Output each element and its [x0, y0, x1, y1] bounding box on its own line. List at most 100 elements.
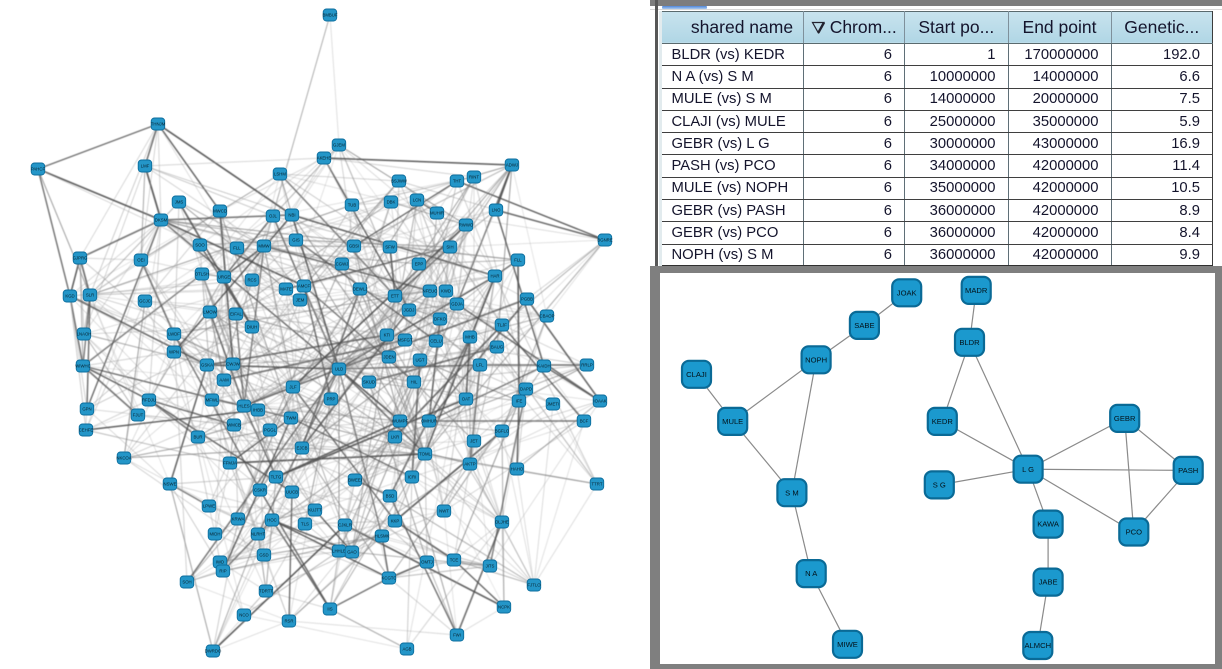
svg-text:OTLSH: OTLSH — [195, 272, 209, 277]
svg-text:HAR: HAR — [490, 274, 499, 279]
svg-text:LKR: LKR — [391, 435, 399, 440]
svg-text:IWD: IWD — [216, 560, 224, 565]
svg-text:IFE: IFE — [516, 399, 523, 404]
svg-text:KUJTT: KUJTT — [308, 508, 322, 513]
svg-text:CSKR: CSKR — [254, 488, 266, 493]
svg-text:WIWHC: WIWHC — [75, 364, 91, 369]
svg-text:PCO: PCO — [1126, 528, 1143, 537]
svg-text:KKP: KKP — [391, 519, 400, 524]
svg-text:JITS: JITS — [486, 564, 495, 569]
svg-text:KCGTC: KCGTC — [381, 576, 396, 581]
svg-text:OAT: OAT — [462, 397, 471, 402]
svg-text:BLDR: BLDR — [959, 338, 980, 347]
svg-text:JEM: JEM — [296, 298, 305, 303]
svg-text:S G: S G — [933, 481, 946, 490]
svg-text:OEWLJ: OEWLJ — [353, 287, 368, 292]
svg-text:SOO: SOO — [195, 243, 205, 248]
svg-text:TUB: TUB — [348, 203, 357, 208]
svg-text:NBI: NBI — [288, 213, 295, 218]
svg-text:GCJC: GCJC — [139, 299, 151, 304]
svg-text:NFEUO: NFEUO — [422, 289, 438, 294]
svg-text:GSD: GSD — [259, 553, 268, 558]
svg-text:AKTP: AKTP — [464, 462, 475, 467]
svg-text:FLL: FLL — [514, 258, 522, 263]
svg-text:RINT: RINT — [469, 175, 479, 180]
svg-text:THNJM: THNJM — [151, 122, 166, 127]
svg-text:JMS: JMS — [175, 200, 184, 205]
svg-text:CEHFE: CEHFE — [79, 428, 94, 433]
svg-text:MATE: MATE — [280, 287, 292, 292]
svg-text:NLRHT: NLRHT — [251, 532, 266, 537]
svg-text:GJPRG: GJPRG — [73, 256, 88, 261]
svg-text:CELU: CELU — [430, 339, 441, 344]
svg-text:LMOW: LMOW — [203, 310, 217, 315]
svg-text:CWJW: CWJW — [226, 362, 240, 367]
svg-text:THT: THT — [453, 179, 462, 184]
svg-text:BMBUF: BMBUF — [322, 13, 337, 18]
svg-text:DKSM: DKSM — [155, 218, 168, 223]
svg-text:LNO: LNO — [492, 208, 501, 213]
svg-text:HOC: HOC — [267, 518, 277, 523]
svg-text:PASH: PASH — [1178, 466, 1198, 475]
svg-text:BAUG: BAUG — [491, 345, 504, 350]
svg-text:CJKLR: CJKLR — [338, 523, 352, 528]
svg-text:TLS: TLS — [301, 522, 309, 527]
svg-text:TCE: TCE — [450, 558, 459, 563]
svg-text:UUCB: UUCB — [286, 490, 298, 495]
svg-text:MUHIR: MUHIR — [430, 211, 444, 216]
svg-text:GAO: GAO — [347, 550, 357, 555]
svg-text:IIS: IIS — [327, 607, 332, 612]
svg-text:ICRI: ICRI — [408, 475, 417, 480]
svg-text:DBK: DBK — [387, 200, 396, 205]
svg-text:URGE: URGE — [218, 275, 231, 280]
svg-text:LMF: LMF — [141, 164, 150, 169]
svg-text:AAM: AAM — [219, 378, 229, 383]
svg-text:SLR: SLR — [86, 293, 94, 298]
svg-text:OMHUR: OMHUR — [421, 419, 437, 424]
svg-text:MADR: MADR — [965, 286, 988, 295]
svg-text:HLES: HLES — [238, 404, 249, 409]
svg-text:FJUT: FJUT — [133, 413, 144, 418]
svg-text:DAPD: DAPD — [520, 387, 532, 392]
svg-text:JLF: JLF — [289, 385, 297, 390]
svg-text:PGBB: PGBB — [521, 297, 533, 302]
svg-text:NKCOA: NKCOA — [116, 456, 131, 461]
svg-text:IHBB: IHBB — [253, 408, 263, 413]
svg-text:RCS: RCS — [247, 278, 256, 283]
svg-text:NOPH: NOPH — [805, 355, 827, 364]
svg-text:GSKA: GSKA — [201, 363, 213, 368]
svg-text:TLTG: TLTG — [271, 475, 282, 480]
svg-text:KAWA: KAWA — [1037, 520, 1060, 529]
svg-text:GEBR: GEBR — [1114, 414, 1136, 423]
svg-text:NCO: NCO — [239, 613, 249, 618]
svg-text:LNAOH: LNAOH — [77, 332, 92, 337]
svg-text:KRWA: KRWA — [232, 517, 245, 522]
svg-text:RRLP: RRLP — [581, 363, 593, 368]
svg-text:MFWL: MFWL — [206, 398, 219, 403]
svg-text:TDRTT: TDRTT — [259, 589, 273, 594]
svg-text:DLJHE: DLJHE — [495, 520, 509, 525]
svg-text:SABE: SABE — [854, 321, 874, 330]
svg-text:NWT: NWT — [439, 509, 449, 514]
svg-text:IOAAK: IOAAK — [593, 399, 606, 404]
svg-text:BUR: BUR — [193, 435, 202, 440]
svg-text:LSHM: LSHM — [274, 172, 286, 177]
svg-text:NSWE: NSWE — [164, 482, 177, 487]
svg-text:HLSMK: HLSMK — [375, 534, 390, 539]
svg-text:WUMPF: WUMPF — [392, 419, 409, 424]
svg-text:TLJF: TLJF — [497, 323, 507, 328]
svg-text:UGT: UGT — [415, 358, 424, 363]
svg-text:OJL: OJL — [269, 214, 277, 219]
svg-text:BCF: BCF — [580, 419, 589, 424]
svg-text:JOAK: JOAK — [897, 288, 917, 297]
svg-text:FFMJA: FFMJA — [223, 461, 237, 466]
svg-text:LWDF: LWDF — [168, 332, 180, 337]
svg-text:CBAOP: CBAOP — [539, 314, 554, 319]
svg-text:BGFLO: BGFLO — [495, 429, 510, 434]
svg-text:MULE: MULE — [722, 417, 743, 426]
svg-text:AGB: AGB — [402, 647, 411, 652]
svg-text:PAHCF: PAHCF — [31, 167, 46, 172]
svg-text:GBSI: GBSI — [349, 244, 359, 249]
svg-text:MIWE: MIWE — [837, 640, 858, 649]
svg-text:TWM: TWM — [286, 416, 297, 421]
